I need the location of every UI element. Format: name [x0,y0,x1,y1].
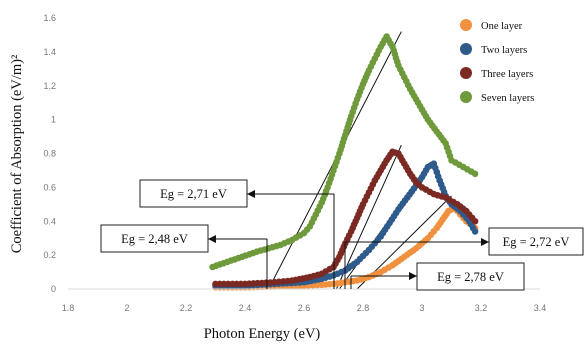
legend-marker [460,19,472,31]
x-tick-label: 2 [124,303,129,313]
x-tick-label: 2.8 [357,303,370,313]
legend-marker [460,43,472,55]
fit-line [335,144,402,290]
data-point [471,228,479,235]
annotation-box [139,179,248,208]
y-tick-label: 1 [51,115,56,125]
y-tick-label: 0.6 [43,182,56,192]
annotation-box [416,262,525,291]
axes: 1.8 2 2.2 2.4 2.6 2.8 3 3.2 3.4 0 0.2 0.4 0.6 0.8 1 1.2… [9,13,546,342]
x-tick-label: 3 [419,303,424,313]
data-points [209,33,479,291]
x-tick-label: 3.2 [475,303,488,313]
annotation-arrowhead [409,272,417,280]
annotation-label: Eg = 2,72 eV [503,235,570,249]
annotation-label: Eg = 2,71 eV [160,187,227,201]
legend: One layer Two layers Three layers Seven lay… [460,19,534,104]
y-tick-label: 1.6 [43,13,56,23]
x-tick-label: 2.6 [298,303,311,313]
y-tick-label: 1.4 [43,47,56,57]
data-point [471,217,479,225]
x-axis-title: Photon Energy (eV) [204,326,321,342]
fit-lines [268,31,452,290]
y-tick-label: 0.4 [43,216,56,226]
legend-label: One layer [481,21,523,32]
annotation-arrowhead [247,190,255,198]
legend-label: Two layers [481,45,527,56]
x-tick-label: 2.2 [180,303,193,313]
x-tick-label: 1.8 [62,303,75,313]
data-point [471,170,479,178]
legend-label: Three layers [481,69,533,80]
y-tick-label: 0 [51,284,56,294]
y-tick-label: 0.8 [43,149,56,159]
y-tick-label: 1.2 [43,81,56,91]
annotation-arrowhead [481,238,489,246]
x-tick-label: 3.4 [534,303,547,313]
annotation-label: Eg = 2,78 eV [437,270,504,284]
legend-marker [460,91,472,103]
annotations: Eg = 2,71 eV Eg = 2,48 eV Eg = 2,72 eV Eg =… [100,179,584,291]
x-tick-label: 2.4 [239,303,252,313]
annotation-box [488,227,584,256]
annotation-label: Eg = 2,48 eV [121,232,188,246]
y-axis-title: Coefficient of Absorption (eV/m)² [9,54,25,253]
annotation-box [100,224,209,253]
annotation-arrowhead [208,235,216,243]
y-tick-label: 0.2 [43,250,56,260]
legend-marker [460,67,472,79]
legend-label: Seven layers [481,93,534,104]
